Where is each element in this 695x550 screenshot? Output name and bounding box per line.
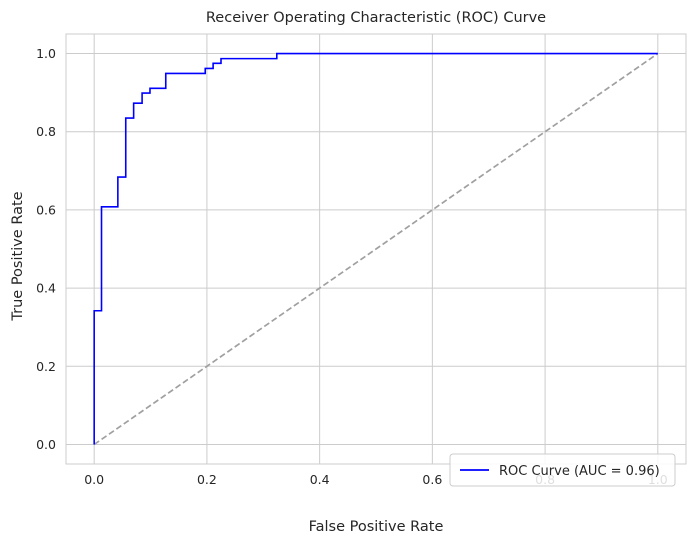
x-tick-label: 0.2 — [197, 472, 217, 487]
x-tick-label: 0.4 — [310, 472, 330, 487]
y-tick-label: 0.0 — [36, 437, 56, 452]
legend-label-roc-curve: ROC Curve (AUC = 0.96) — [499, 464, 660, 479]
y-tick-label: 1.0 — [36, 46, 56, 61]
grid-lines — [66, 34, 686, 464]
series-layer — [93, 52, 659, 446]
random-classifier-line — [93, 52, 659, 446]
y-tick-label: 0.2 — [36, 359, 56, 374]
y-tick-label: 0.6 — [36, 202, 56, 217]
tick-labels: 0.00.20.40.60.81.00.00.20.40.60.81.0 — [36, 46, 668, 487]
y-axis-label: True Positive Rate — [10, 191, 26, 321]
chart-title: Receiver Operating Characteristic (ROC) … — [206, 10, 546, 26]
y-tick-label: 0.4 — [36, 281, 56, 296]
x-tick-label: 0.0 — [84, 472, 104, 487]
x-axis-label: False Positive Rate — [309, 519, 444, 535]
y-tick-label: 0.8 — [36, 124, 56, 139]
plot-area — [65, 33, 687, 465]
legend-box — [449, 453, 676, 487]
x-tick-label: 0.6 — [422, 472, 442, 487]
legend: ROC Curve (AUC = 0.96) — [449, 453, 676, 487]
roc-curve-line — [93, 52, 658, 445]
